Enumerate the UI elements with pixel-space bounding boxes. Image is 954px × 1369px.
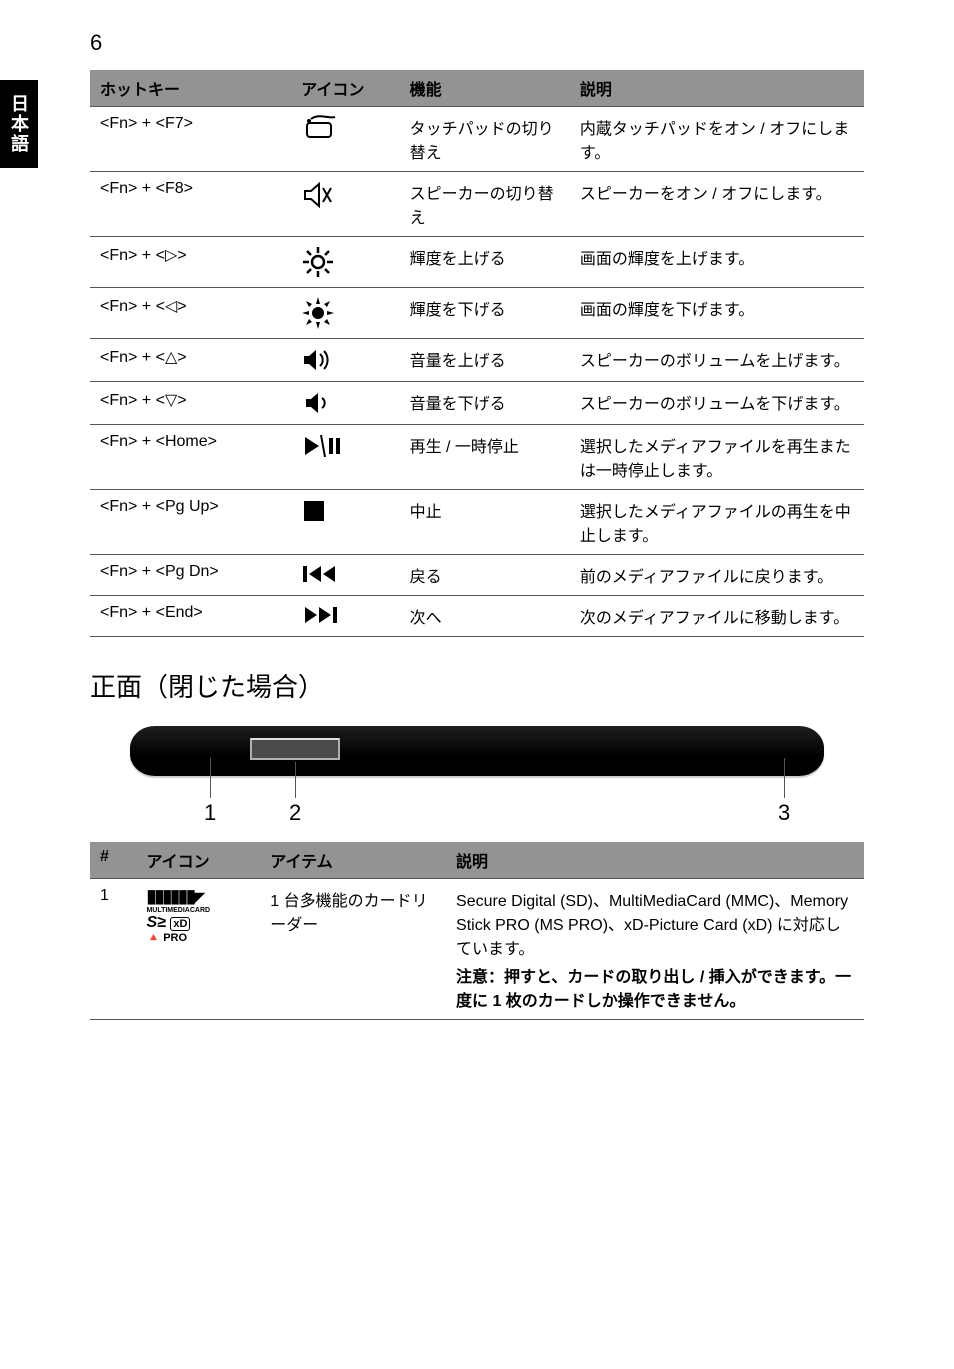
th-icon: アイコン [136,842,260,879]
description-cell: スピーカーのボリュームを上げます。 [570,339,864,382]
function-cell: 戻る [400,555,570,596]
function-cell: 音量を上げる [400,339,570,382]
hotkey-cell: <Fn> + <Pg Up> [90,490,291,555]
function-cell: 再生 / 一時停止 [400,425,570,490]
hotkey-cell: <Fn> + <End> [90,596,291,637]
callout-line [210,758,211,798]
next-track-icon [291,596,399,637]
description-cell: 選択したメディアファイルを再生または一時停止します。 [570,425,864,490]
table-row: <Fn> + <▷> 輝度を上げる 画面の輝度を上げます。 [90,237,864,288]
brightness-up-icon [291,237,399,288]
description-cell: 前のメディアファイルに戻ります。 [570,555,864,596]
table-row: <Fn> + <Pg Up> 中止 選択したメディアファイルの再生を中止します。 [90,490,864,555]
hotkey-cell: <Fn> + <△> [90,339,291,382]
th-item: アイテム [260,842,446,879]
table-row: <Fn> + <End> 次へ 次のメディアファイルに移動します。 [90,596,864,637]
table-row: <Fn> + <▽> 音量を下げる スピーカーのボリュームを下げます。 [90,382,864,425]
item-description: Secure Digital (SD)、MultiMediaCard (MMC)… [446,879,864,1020]
table-row: <Fn> + <△> 音量を上げる スピーカーのボリュームを上げます。 [90,339,864,382]
table-row: <Fn> + <◁> 輝度を下げる 画面の輝度を下げます。 [90,288,864,339]
volume-up-icon [291,339,399,382]
hotkey-cell: <Fn> + <Pg Dn> [90,555,291,596]
th-hotkey: ホットキー [90,70,291,107]
function-cell: 中止 [400,490,570,555]
laptop-edge-graphic [130,726,824,776]
function-cell: 音量を下げる [400,382,570,425]
front-view-table: # アイコン アイテム 説明 1 ▮▮▮▮▮▮◤ MULTIMEDIACARD … [90,842,864,1020]
description-cell: 画面の輝度を上げます。 [570,237,864,288]
prev-track-icon [291,555,399,596]
front-view-diagram: 1 2 3 [90,718,864,828]
section-title-front: 正面（閉じた場合） [90,667,864,704]
callout-number-3: 3 [778,800,790,826]
table-header-row: # アイコン アイテム 説明 [90,842,864,879]
function-cell: 輝度を上げる [400,237,570,288]
description-cell: 次のメディアファイルに移動します。 [570,596,864,637]
brightness-down-icon [291,288,399,339]
hotkey-cell: <Fn> + <F8> [90,172,291,237]
th-description: 説明 [446,842,864,879]
touchpad-icon [291,107,399,172]
row-number: 1 [90,879,136,1020]
callout-line [295,762,296,798]
card-reader-icon: ▮▮▮▮▮▮◤ MULTIMEDIACARD S≥ xD 🔺 PRO [136,879,260,1020]
callout-line [784,758,785,798]
description-cell: 選択したメディアファイルの再生を中止します。 [570,490,864,555]
description-cell: 画面の輝度を下げます。 [570,288,864,339]
item-name: 1 台多機能のカードリーダー [260,879,446,1020]
th-description: 説明 [570,70,864,107]
table-header-row: ホットキー アイコン 機能 説明 [90,70,864,107]
laptop-port-graphic [250,738,340,760]
th-icon: アイコン [291,70,399,107]
table-row: <Fn> + <F8> スピーカーの切り替え スピーカーをオン / オフにします… [90,172,864,237]
speaker-mute-icon [291,172,399,237]
function-cell: 輝度を下げる [400,288,570,339]
desc-note-text: 注意：押すと、カードの取り出し / 挿入ができます。一度に 1 枚のカードしか操… [456,969,851,1010]
table-row: 1 ▮▮▮▮▮▮◤ MULTIMEDIACARD S≥ xD 🔺 PRO 1 台… [90,879,864,1020]
function-cell: スピーカーの切り替え [400,172,570,237]
hotkey-table: ホットキー アイコン 機能 説明 <Fn> + <F7> タッチパッドの切り替え… [90,70,864,637]
volume-down-icon [291,382,399,425]
th-function: 機能 [400,70,570,107]
description-cell: スピーカーのボリュームを下げます。 [570,382,864,425]
hotkey-cell: <Fn> + <◁> [90,288,291,339]
table-row: <Fn> + <Home> 再生 / 一時停止 選択したメディアファイルを再生ま… [90,425,864,490]
desc-note: 注意：押すと、カードの取り出し / 挿入ができます。一度に 1 枚のカードしか操… [456,963,854,1011]
language-tab: 日本語 [0,80,38,168]
play-pause-icon [291,425,399,490]
stop-icon [291,490,399,555]
description-cell: 内蔵タッチパッドをオン / オフにします。 [570,107,864,172]
hotkey-cell: <Fn> + <▷> [90,237,291,288]
table-row: <Fn> + <F7> タッチパッドの切り替え 内蔵タッチパッドをオン / オフ… [90,107,864,172]
hotkey-cell: <Fn> + <Home> [90,425,291,490]
function-cell: 次へ [400,596,570,637]
page-number: 6 [90,30,864,56]
th-num: # [90,842,136,879]
function-cell: タッチパッドの切り替え [400,107,570,172]
callout-number-1: 1 [204,800,216,826]
hotkey-cell: <Fn> + <▽> [90,382,291,425]
callout-number-2: 2 [289,800,301,826]
table-row: <Fn> + <Pg Dn> 戻る 前のメディアファイルに戻ります。 [90,555,864,596]
description-cell: スピーカーをオン / オフにします。 [570,172,864,237]
hotkey-cell: <Fn> + <F7> [90,107,291,172]
desc-text: Secure Digital (SD)、MultiMediaCard (MMC)… [456,893,848,958]
